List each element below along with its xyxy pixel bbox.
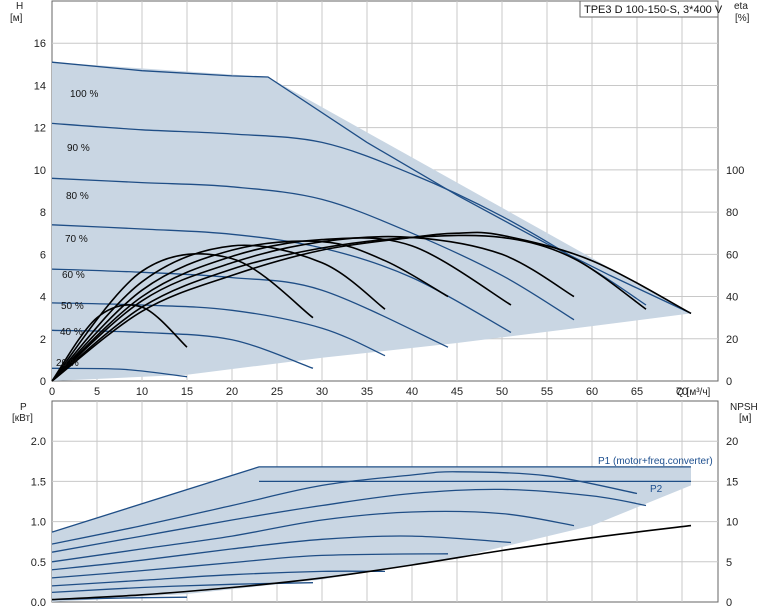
p-tick-label: 0.0: [31, 597, 46, 609]
title-box: [579, 0, 719, 18]
x-tick-label: 55: [541, 386, 553, 398]
x-tick-label: 10: [136, 386, 148, 398]
power-curve: [51, 553, 449, 579]
npsh-tick-label: 20: [726, 436, 738, 448]
power-curve: [51, 471, 638, 545]
x-tick-label: 60: [586, 386, 598, 398]
power-curve: [51, 466, 691, 533]
qh-curve: [51, 61, 692, 314]
h-tick-label: 12: [34, 123, 46, 135]
h-tick-label: 6: [40, 249, 46, 261]
speed-label-40: 40 %: [60, 327, 83, 338]
x-tick-label: 70: [676, 386, 688, 398]
axis-ticks: 0 5 10 15 20 25 30 35 40 45 50 55 60 65 70024681012141…: [31, 38, 745, 609]
speed-label-20: 20 %: [56, 358, 79, 369]
legend-p2: P2: [650, 484, 663, 495]
bottom-left-axis-unit: [кВт]: [12, 413, 33, 424]
power-curve: [51, 535, 512, 571]
h-tick-label: 10: [34, 165, 46, 177]
h-tick-label: 8: [40, 207, 46, 219]
bottom-series: [51, 466, 692, 601]
eta-curve: [51, 252, 314, 382]
h-tick-label: 16: [34, 38, 46, 50]
top-left-axis-unit: [м]: [10, 13, 23, 24]
npsh-tick-label: 10: [726, 517, 738, 529]
x-tick-label: 30: [316, 386, 328, 398]
x-tick-label: 25: [271, 386, 283, 398]
eta-curve: [51, 240, 449, 382]
speed-label-80: 80 %: [66, 191, 89, 202]
npsh-tick-label: 0: [726, 597, 732, 609]
power-operating-envelope: [52, 466, 691, 602]
h-tick-label: 14: [34, 80, 46, 92]
power-curve: [51, 488, 647, 553]
top-envelope: [52, 62, 691, 381]
eta-curve: [51, 244, 386, 382]
bottom-left-axis-title: P: [20, 402, 27, 413]
top-right-axis-unit: [%]: [735, 13, 750, 24]
x-tick-label: 65: [631, 386, 643, 398]
p-tick-label: 2.0: [31, 436, 46, 448]
x-tick-label: 35: [361, 386, 373, 398]
speed-label-50: 50 %: [61, 301, 84, 312]
npsh-curve: [51, 524, 692, 601]
top-left-axis-title: H: [16, 1, 23, 12]
top-right-axis-title: eta: [734, 1, 748, 12]
qh-operating-envelope: [52, 62, 691, 381]
eta-curve: [51, 304, 188, 382]
legend-p1: P1 (motor+freq.converter): [598, 456, 713, 467]
speed-label-60: 60 %: [62, 270, 85, 281]
bottom-right-axis-unit: [м]: [739, 413, 752, 424]
chart-title: TPE3 D 100-150-S, 3*400 V: [584, 4, 723, 16]
eta-tick-label: 0: [726, 376, 732, 388]
bottom-plot-frame: [51, 400, 719, 603]
speed-label-90: 90 %: [67, 143, 90, 154]
x-tick-label: 0: [49, 386, 55, 398]
eta-tick-label: 100: [726, 165, 744, 177]
npsh-tick-label: 15: [726, 476, 738, 488]
h-tick-label: 4: [40, 292, 46, 304]
speed-label-100: 100 %: [70, 89, 98, 100]
h-tick-label: 2: [40, 334, 46, 346]
x-tick-label: 50: [496, 386, 508, 398]
top-series: [51, 61, 692, 382]
x-tick-label: 45: [451, 386, 463, 398]
bottom-right-axis-title: NPSH: [730, 402, 758, 413]
x-axis-title: Q [м³/ч]: [676, 387, 711, 398]
x-tick-label: 40: [406, 386, 418, 398]
eta-tick-label: 80: [726, 207, 738, 219]
qh-curve: [51, 268, 449, 348]
bottom-envelope: [52, 466, 691, 602]
p-tick-label: 1.5: [31, 476, 46, 488]
power-curve: [51, 510, 575, 563]
npsh-tick-label: 5: [726, 557, 732, 569]
p-tick-label: 1.0: [31, 517, 46, 529]
speed-label-70: 70 %: [65, 234, 88, 245]
eta-tick-label: 20: [726, 334, 738, 346]
x-tick-label: 15: [181, 386, 193, 398]
eta-curve: [51, 237, 512, 382]
p-tick-label: 0.5: [31, 557, 46, 569]
x-tick-label: 5: [94, 386, 100, 398]
h-tick-label: 0: [40, 376, 46, 388]
qh-curve: [51, 329, 314, 369]
eta-tick-label: 40: [726, 292, 738, 304]
qh-curve: [51, 302, 386, 357]
power-curve: [51, 570, 386, 587]
qh-curve: [51, 177, 575, 321]
eta-tick-label: 60: [726, 249, 738, 261]
x-tick-label: 20: [226, 386, 238, 398]
